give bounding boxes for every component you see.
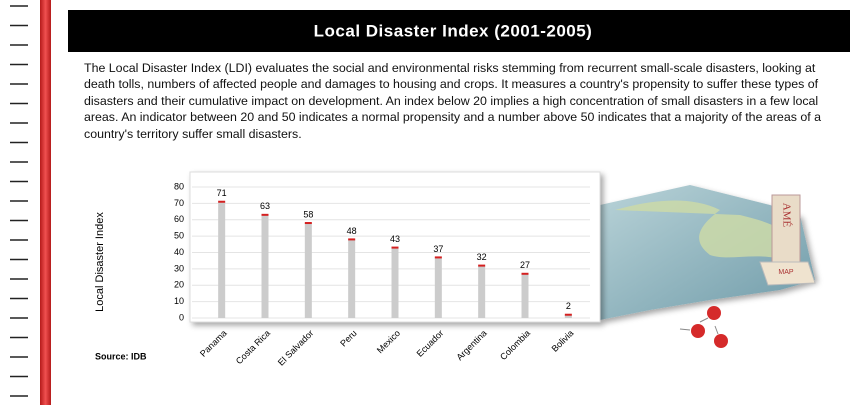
bar bbox=[348, 239, 356, 318]
y-tick-label: 40 bbox=[174, 247, 184, 257]
y-tick-label: 80 bbox=[174, 181, 184, 191]
bar bbox=[218, 201, 226, 318]
value-label: 63 bbox=[260, 201, 270, 211]
bar-cap bbox=[218, 200, 226, 203]
bar bbox=[304, 223, 312, 318]
bar bbox=[564, 314, 572, 318]
x-tick-label: Panama bbox=[198, 328, 229, 359]
svg-text:MAP: MAP bbox=[778, 269, 794, 276]
value-label: 48 bbox=[347, 226, 357, 236]
map-illustration: AMÉ MAP bbox=[600, 185, 816, 348]
y-tick-label: 70 bbox=[174, 198, 184, 208]
x-tick-label: Costa Rica bbox=[234, 328, 272, 366]
svg-text:AMÉ: AMÉ bbox=[780, 203, 792, 228]
bar-cap bbox=[521, 272, 529, 275]
y-tick-label: 60 bbox=[174, 214, 184, 224]
y-tick-label: 20 bbox=[174, 280, 184, 290]
x-tick-label: Colombia bbox=[498, 328, 532, 362]
bar-cap bbox=[348, 238, 356, 241]
y-tick-label: 10 bbox=[174, 296, 184, 306]
map-book bbox=[771, 194, 801, 266]
ruler bbox=[10, 5, 28, 397]
value-label: 43 bbox=[390, 234, 400, 244]
x-tick-label: Peru bbox=[338, 328, 359, 349]
bar-cap bbox=[478, 264, 486, 267]
y-tick-label: 30 bbox=[174, 263, 184, 273]
bar bbox=[261, 214, 269, 318]
y-tick-label: 50 bbox=[174, 231, 184, 241]
bar-cap bbox=[391, 246, 399, 249]
bar bbox=[521, 273, 529, 318]
value-label: 32 bbox=[477, 252, 487, 262]
bar-cap bbox=[304, 222, 312, 225]
x-tick-label: El Salvador bbox=[276, 328, 316, 368]
description: The Local Disaster Index (LDI) evaluates… bbox=[84, 61, 822, 141]
value-label: 2 bbox=[566, 301, 571, 311]
x-tick-label: Ecuador bbox=[415, 328, 446, 359]
bar-cap bbox=[434, 256, 442, 259]
bar bbox=[478, 265, 486, 318]
x-tick-label: Bolivia bbox=[550, 328, 576, 354]
x-tick-label: Argentina bbox=[454, 328, 488, 362]
x-tick-label: Mexico bbox=[375, 328, 402, 355]
value-label: 58 bbox=[303, 209, 313, 219]
value-label: 27 bbox=[520, 260, 530, 270]
chart-title: Local Disaster Index (2001-2005) bbox=[314, 21, 593, 40]
value-label: 71 bbox=[217, 188, 227, 198]
value-label: 37 bbox=[433, 244, 443, 254]
y-axis-label: Local Disaster Index bbox=[94, 212, 106, 312]
bar bbox=[391, 247, 399, 318]
bar-cap bbox=[261, 213, 269, 216]
bar-cap bbox=[564, 313, 572, 316]
bar bbox=[434, 257, 442, 318]
title-bar bbox=[68, 10, 850, 52]
thermometer-bar bbox=[40, 0, 51, 405]
source: Source: IDB bbox=[95, 351, 147, 361]
y-tick-label: 0 bbox=[179, 312, 184, 322]
